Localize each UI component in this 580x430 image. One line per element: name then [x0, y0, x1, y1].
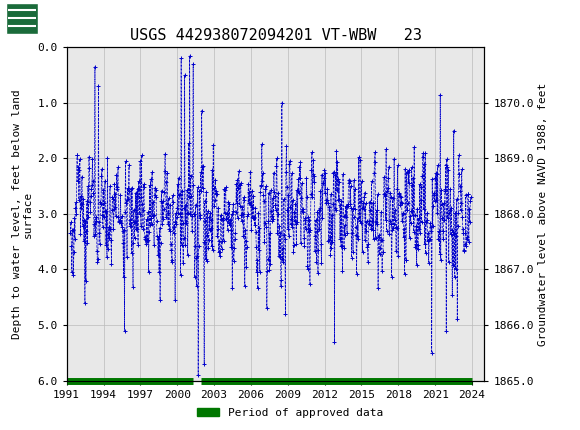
Text: USGS: USGS	[42, 11, 89, 26]
Title: USGS 442938072094201 VT-WBW   23: USGS 442938072094201 VT-WBW 23	[129, 28, 422, 43]
Y-axis label: Depth to water level, feet below land
surface: Depth to water level, feet below land su…	[12, 89, 33, 339]
Legend: Period of approved data: Period of approved data	[193, 403, 387, 422]
Y-axis label: Groundwater level above NAVD 1988, feet: Groundwater level above NAVD 1988, feet	[538, 82, 548, 346]
Bar	[6, 3, 38, 34]
